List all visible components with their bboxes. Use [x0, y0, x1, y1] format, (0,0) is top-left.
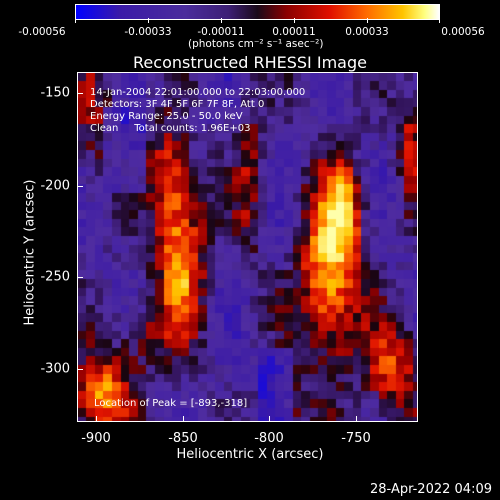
y-tick-label: -150 — [40, 85, 70, 101]
colorbar-units: (photons cm⁻² s⁻¹ asec⁻²) — [188, 38, 324, 50]
y-tick-label: -250 — [40, 269, 70, 285]
y-tick-label: -300 — [40, 361, 70, 377]
colorbar — [75, 4, 440, 20]
x-tick-label: -850 — [168, 431, 198, 446]
colorbar-tick-label: -0.00056 — [18, 26, 66, 38]
info-detectors: Detectors: 3F 4F 5F 6F 7F 8F, Att 0 — [90, 99, 265, 110]
y-axis-label: Heliocentric Y (arcsec) — [22, 179, 38, 326]
colorbar-tick-label: 0.00056 — [441, 26, 485, 38]
reconstructed-image — [78, 73, 417, 421]
info-energy: Energy Range: 25.0 - 50.0 keV — [90, 111, 243, 122]
x-axis-ticks: -900 -850 -800 -750 — [81, 416, 371, 446]
colorbar-tick-label: 0.00011 — [272, 26, 316, 38]
timestamp: 28-Apr-2022 04:09 — [370, 482, 492, 497]
info-clean: Clean Total counts: 1.96E+03 — [90, 123, 251, 134]
y-tick-label: -200 — [40, 178, 70, 194]
colorbar-tick-label: 0.00033 — [345, 26, 389, 38]
x-axis-label: Heliocentric X (arcsec) — [176, 447, 324, 462]
x-tick-label: -750 — [341, 431, 371, 446]
peak-location: Location of Peak = [-893,-318] — [94, 398, 248, 409]
x-tick-label: -900 — [81, 431, 111, 446]
colorbar-tick-label: -0.00033 — [124, 26, 172, 38]
plot-title: Reconstructed RHESSI Image — [133, 53, 367, 72]
image-plot[interactable]: 14-Jan-2004 22:01:00.000 to 22:03:00.000… — [77, 72, 418, 422]
info-time: 14-Jan-2004 22:01:00.000 to 22:03:00.000 — [90, 87, 306, 98]
y-axis-ticks: -150 -200 -250 -300 — [0, 0, 83, 430]
colorbar-tick-label: -0.00011 — [197, 26, 245, 38]
colorbar-ticks: -0.00056 -0.00033 -0.00011 0.00011 0.000… — [0, 0, 500, 40]
x-tick-label: -800 — [254, 431, 284, 446]
